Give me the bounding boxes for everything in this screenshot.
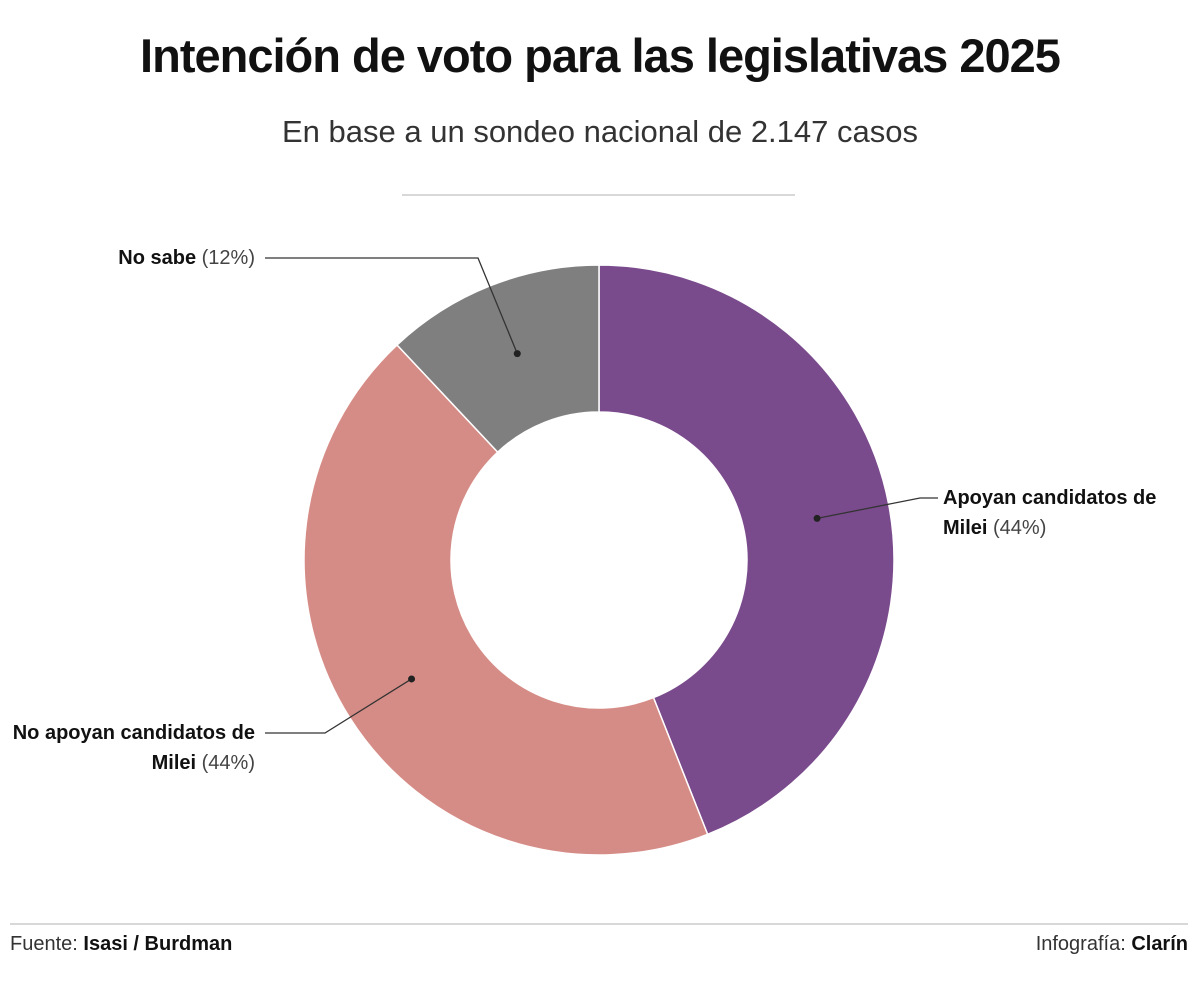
leader-line <box>265 678 412 734</box>
leader-dot <box>408 675 416 683</box>
value-label: (44%) <box>993 517 1047 539</box>
chart-subtitle: En base a un sondeo nacional de 2.147 ca… <box>282 114 918 149</box>
leader-dot <box>813 514 821 522</box>
source: Fuente: Isasi / Burdman <box>10 933 232 956</box>
category-label: No apoyan candidatos de Milei <box>12 722 255 774</box>
donut-slice <box>598 264 895 836</box>
slice-label: Apoyan candidatos de Milei (44%) <box>943 483 1193 543</box>
category-label: Apoyan candidatos de Milei <box>943 487 1157 539</box>
slice-label: No sabe (12%) <box>5 243 255 273</box>
credit: Infografía: Clarín <box>1036 933 1188 956</box>
value-label: (12%) <box>201 247 255 269</box>
chart-title: Intención de voto para las legislativas … <box>140 29 1061 82</box>
leader-dot <box>513 350 521 358</box>
donut-slice <box>395 264 600 454</box>
category-label: No sabe <box>118 247 197 269</box>
slice-label: No apoyan candidatos de Milei (44%) <box>5 718 255 778</box>
credit-label: Infografía: <box>1035 933 1126 955</box>
donut-slice <box>303 343 709 856</box>
source-name: Isasi / Burdman <box>83 933 233 955</box>
leader-line <box>816 497 938 520</box>
source-label: Fuente: <box>10 933 78 955</box>
leader-line <box>265 257 518 354</box>
value-label: (44%) <box>201 752 255 774</box>
credit-name: Clarín <box>1131 933 1188 955</box>
